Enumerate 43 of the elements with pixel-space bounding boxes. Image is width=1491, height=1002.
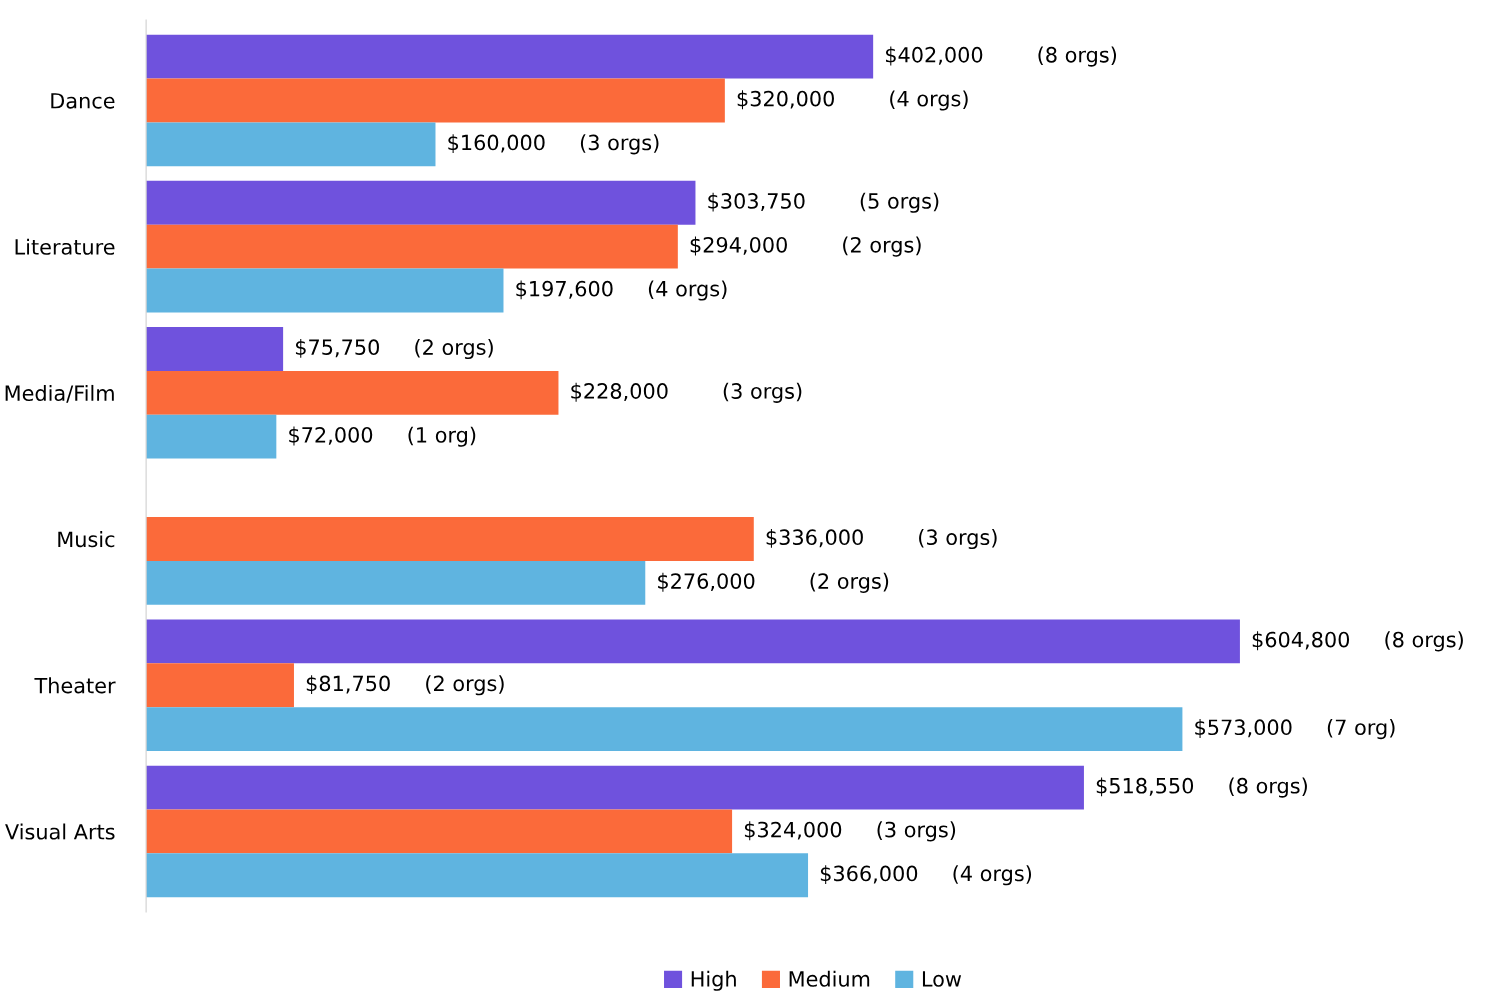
bar bbox=[146, 853, 809, 898]
bar bbox=[146, 327, 284, 371]
bar bbox=[146, 122, 436, 167]
bar bbox=[146, 517, 754, 561]
bar bbox=[146, 619, 1240, 664]
bar bbox=[146, 34, 874, 79]
data-label: $303,750 (5 orgs) bbox=[708, 192, 939, 213]
data-label: $402,000 (8 orgs) bbox=[885, 46, 1117, 67]
y-tick-label: Theater bbox=[34, 677, 116, 694]
data-label: $228,000 (3 orgs) bbox=[571, 382, 802, 403]
legend-label: Low bbox=[922, 971, 962, 987]
bar bbox=[146, 765, 1084, 810]
data-label: $336,000 (3 orgs) bbox=[766, 528, 997, 550]
bar bbox=[146, 663, 294, 708]
bar bbox=[146, 809, 733, 854]
bar bbox=[146, 180, 696, 225]
data-label: $197,600 (4 orgs) bbox=[516, 280, 727, 301]
legend-label: Medium bbox=[789, 970, 870, 987]
y-tick-label: Literature bbox=[15, 238, 115, 255]
data-label: $366,000 (4 orgs) bbox=[820, 865, 1032, 886]
bar bbox=[146, 224, 678, 269]
data-label: $75,750 (2 orgs) bbox=[295, 338, 493, 360]
bar bbox=[146, 78, 725, 123]
data-label: $324,000 (3 orgs) bbox=[744, 821, 956, 842]
data-label: $294,000 (2 orgs) bbox=[690, 236, 921, 257]
y-tick-label: Media/Film bbox=[5, 384, 114, 403]
data-label: $320,000 (4 orgs) bbox=[737, 90, 968, 111]
bar bbox=[146, 707, 1183, 752]
bar bbox=[146, 414, 277, 459]
bar bbox=[146, 268, 504, 313]
legend-label: High bbox=[691, 970, 736, 991]
y-tick-label: Visual Arts bbox=[5, 823, 115, 840]
bar bbox=[146, 370, 559, 415]
bar bbox=[146, 560, 646, 605]
data-label: $81,750 (2 orgs) bbox=[306, 675, 504, 696]
data-label: $604,800 (8 orgs) bbox=[1252, 631, 1463, 652]
y-tick-label: Music bbox=[58, 531, 115, 548]
data-label: $160,000 (3 orgs) bbox=[448, 134, 659, 155]
data-label: $518,550 (8 orgs) bbox=[1096, 777, 1307, 798]
data-label: $573,000 (7 org) bbox=[1195, 719, 1395, 740]
data-label: $72,000 (1 org) bbox=[289, 426, 476, 447]
y-tick-label: Dance bbox=[51, 93, 115, 109]
data-label: $276,000 (2 orgs) bbox=[658, 572, 889, 593]
